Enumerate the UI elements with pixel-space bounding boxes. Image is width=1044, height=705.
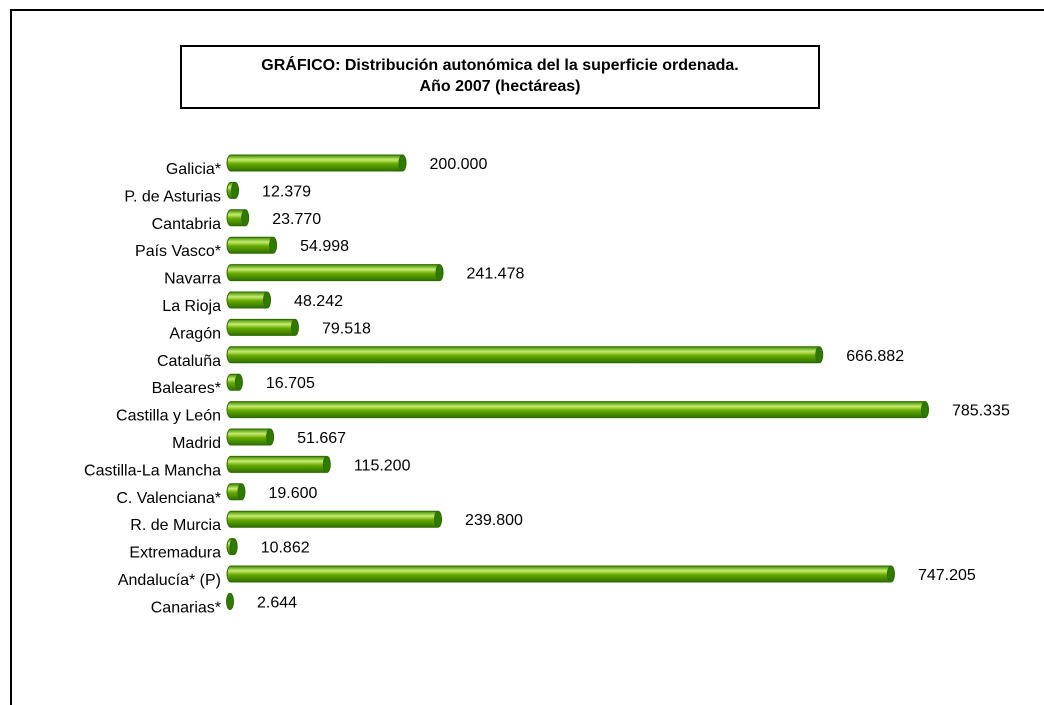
category-label: Aragón [169, 325, 221, 342]
bar [226, 318, 299, 336]
category-label: La Rioja [162, 298, 221, 315]
bar [226, 455, 331, 473]
category-label: Canarias* [151, 599, 221, 616]
bar-group: Galicia* 200.000 [166, 154, 488, 178]
category-label: Extremadura [129, 545, 221, 562]
chart-subtitle: Año 2007 (hectáreas) [419, 78, 581, 95]
category-label: País Vasco* [135, 243, 221, 260]
bar-group: Castilla y León 785.335 [116, 401, 1010, 425]
category-label: P. de Asturias [124, 188, 221, 205]
bar-end-cap [226, 592, 234, 610]
bar-group: Andalucía* (P) 747.205 [118, 565, 976, 589]
bar [226, 154, 407, 172]
value-label: 239.800 [465, 512, 523, 529]
bar-end-cap [815, 346, 824, 364]
bar-group: Madrid 51.667 [172, 428, 346, 452]
bar-end-cap [398, 154, 407, 172]
category-label: Castilla-La Mancha [84, 462, 221, 479]
category-label: Navarra [164, 271, 221, 288]
category-label: Galicia* [166, 161, 221, 178]
category-label: Baleares* [152, 380, 221, 397]
bar-end-cap [322, 455, 331, 473]
bar-group: La Rioja 48.242 [162, 291, 343, 315]
bar-end-cap [266, 428, 275, 446]
bar [226, 565, 895, 583]
bar [226, 236, 277, 254]
bar-end-cap [231, 181, 240, 199]
value-label: 666.882 [846, 348, 904, 365]
category-label: Andalucía* (P) [118, 572, 221, 589]
bar-group: Cantabria 23.770 [152, 209, 321, 233]
bar-end-cap [269, 236, 278, 254]
value-label: 200.000 [430, 156, 488, 173]
value-label: 747.205 [918, 567, 976, 584]
bar [226, 510, 442, 528]
bar-end-cap [263, 291, 272, 309]
bar [226, 401, 929, 419]
value-label: 16.705 [266, 375, 315, 392]
value-label: 241.478 [467, 266, 525, 283]
bar-end-cap [241, 209, 250, 227]
bar-group: R. de Murcia 239.800 [130, 510, 523, 534]
bar-group: Canarias* 2.644 [151, 592, 297, 616]
bar-end-cap [290, 318, 299, 336]
bar [226, 346, 823, 364]
bar [226, 264, 444, 282]
bar-group: País Vasco* 54.998 [135, 236, 349, 260]
category-label: C. Valenciana* [116, 490, 221, 507]
bar-end-cap [921, 401, 929, 419]
bar-group: Aragón 79.518 [169, 318, 371, 342]
value-label: 48.242 [294, 293, 343, 310]
value-label: 2.644 [257, 594, 297, 611]
bar-end-cap [229, 538, 238, 556]
bar-end-cap [234, 373, 243, 391]
bar-group: P. de Asturias 12.379 [124, 181, 311, 205]
bar-end-cap [237, 483, 246, 501]
category-label: R. de Murcia [130, 517, 221, 534]
value-label: 785.335 [952, 403, 1010, 420]
bar-group: Baleares* 16.705 [152, 373, 315, 397]
bar-group: Extremadura 10.862 [129, 538, 310, 562]
category-label: Cantabria [152, 216, 221, 233]
bar-end-cap [434, 510, 443, 528]
bar-end-cap [886, 565, 895, 583]
chart-title-box: GRÁFICO: Distribución autonómica del la … [180, 45, 820, 109]
bar-group: C. Valenciana* 19.600 [116, 483, 318, 507]
value-label: 54.998 [300, 238, 349, 255]
bar-group: Navarra 241.478 [164, 264, 525, 288]
value-label: 51.667 [297, 430, 346, 447]
category-label: Castilla y León [116, 408, 221, 425]
category-label: Cataluña [157, 353, 221, 370]
value-label: 79.518 [322, 320, 371, 337]
bar-end-cap [435, 264, 444, 282]
value-label: 19.600 [268, 485, 317, 502]
value-label: 12.379 [262, 183, 311, 200]
value-label: 23.770 [272, 211, 321, 228]
bar-group: Castilla-La Mancha 115.200 [84, 455, 411, 479]
category-label: Madrid [172, 435, 221, 452]
chart-frame [10, 9, 1044, 705]
bar-group: Cataluña 666.882 [157, 346, 904, 370]
value-label: 10.862 [261, 540, 310, 557]
value-label: 115.200 [354, 457, 411, 474]
chart-title: GRÁFICO: Distribución autonómica del la … [261, 57, 739, 74]
